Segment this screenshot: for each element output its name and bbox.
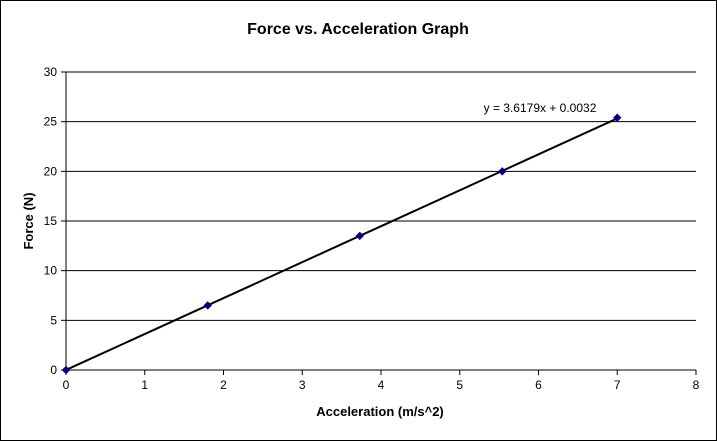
data-point	[61, 365, 71, 375]
plot-area: 0 5 10 15 20 25 30 0 1 2 3 4 5 6 7 8	[44, 65, 700, 392]
trendline	[65, 117, 618, 371]
x-tick-label: 3	[299, 378, 306, 392]
y-tick-label: 30	[44, 65, 58, 79]
data-point	[498, 167, 507, 176]
y-tick-label: 25	[44, 115, 58, 129]
x-tick-label: 5	[456, 378, 463, 392]
x-tick-label: 8	[693, 378, 700, 392]
x-tick-label: 1	[141, 378, 148, 392]
trendline-equation-label: y = 3.6179x + 0.0032	[484, 101, 597, 115]
y-tick-label: 5	[50, 313, 57, 327]
data-point	[203, 301, 212, 310]
x-tick-label: 4	[378, 378, 385, 392]
y-axis-label: Force (N)	[21, 192, 36, 249]
y-tick-label: 0	[50, 363, 57, 377]
data-point	[613, 113, 622, 122]
x-tick-label: 2	[220, 378, 227, 392]
chart-title: Force vs. Acceleration Graph	[247, 21, 469, 38]
y-tick-label: 15	[44, 214, 58, 228]
y-tick-label: 20	[44, 164, 58, 178]
x-tick-label: 6	[535, 378, 542, 392]
data-point	[355, 231, 364, 241]
x-axis-label: Acceleration (m/s^2)	[316, 404, 444, 419]
x-tick-label: 7	[614, 378, 621, 392]
x-tick-label: 0	[63, 378, 70, 392]
y-tick-label: 10	[44, 264, 58, 278]
